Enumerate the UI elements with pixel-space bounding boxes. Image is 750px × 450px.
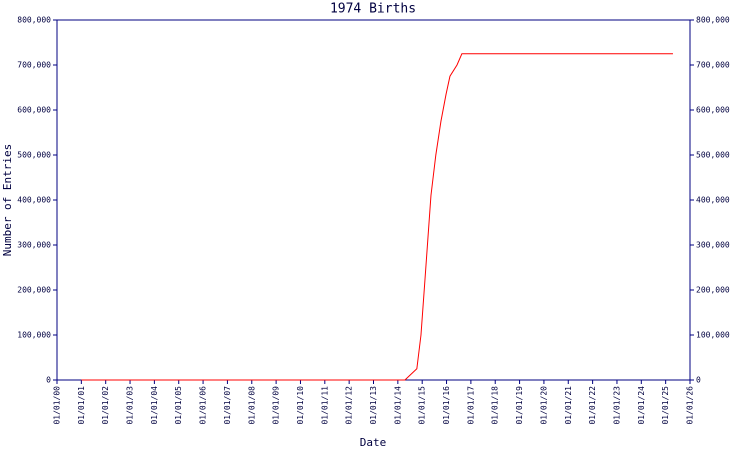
y2-tick-label: 600,000 xyxy=(696,106,730,115)
y-tick-label: 600,000 xyxy=(17,106,51,115)
chart-title: 1974 Births xyxy=(330,2,416,17)
x-tick-label: 01/01/05 xyxy=(174,386,183,425)
x-tick-label: 01/01/19 xyxy=(515,386,524,425)
x-tick-label: 01/01/23 xyxy=(612,386,621,425)
y-tick-label: 200,000 xyxy=(17,286,51,295)
x-tick-label: 01/01/13 xyxy=(369,386,378,425)
y2-tick-label: 800,000 xyxy=(696,16,730,25)
y-tick-label: 300,000 xyxy=(17,241,51,250)
x-tick-label: 01/01/00 xyxy=(53,386,62,425)
y2-tick-label: 0 xyxy=(696,376,701,385)
x-tick-label: 01/01/18 xyxy=(491,386,500,425)
y-tick-label: 400,000 xyxy=(17,196,51,205)
y2-tick-label: 300,000 xyxy=(696,241,730,250)
y2-tick-label: 400,000 xyxy=(696,196,730,205)
y2-tick-label: 200,000 xyxy=(696,286,730,295)
x-tick-label: 01/01/15 xyxy=(418,386,427,425)
y-axis-label: Number of Entries xyxy=(1,144,14,257)
y-tick-label: 100,000 xyxy=(17,331,51,340)
y-tick-label: 800,000 xyxy=(17,16,51,25)
x-tick-label: 01/01/07 xyxy=(223,386,232,425)
x-tick-label: 01/01/03 xyxy=(126,386,135,425)
data-line xyxy=(81,53,673,381)
y-tick-label: 700,000 xyxy=(17,61,51,70)
x-tick-label: 01/01/14 xyxy=(393,386,402,425)
y-tick-label: 0 xyxy=(46,376,51,385)
y-tick-label: 500,000 xyxy=(17,151,51,160)
x-tick-label: 01/01/21 xyxy=(564,386,573,425)
x-tick-label: 01/01/17 xyxy=(466,386,475,425)
x-tick-label: 01/01/25 xyxy=(661,386,670,425)
x-tick-label: 01/01/09 xyxy=(272,386,281,425)
y2-tick-label: 500,000 xyxy=(696,151,730,160)
x-tick-label: 01/01/01 xyxy=(77,386,86,425)
x-tick-label: 01/01/24 xyxy=(637,386,646,425)
plot-frame xyxy=(56,19,691,381)
x-tick-label: 01/01/20 xyxy=(539,386,548,425)
x-tick-label: 01/01/02 xyxy=(101,386,110,425)
y2-tick-label: 700,000 xyxy=(696,61,730,70)
x-axis-label: Date xyxy=(360,436,387,449)
x-tick-label: 01/01/16 xyxy=(442,386,451,425)
x-tick-label: 01/01/06 xyxy=(199,386,208,425)
x-tick-label: 01/01/08 xyxy=(247,386,256,425)
x-tick-label: 01/01/22 xyxy=(588,386,597,425)
x-tick-label: 01/01/11 xyxy=(320,386,329,425)
x-tick-label: 01/01/10 xyxy=(296,386,305,425)
y2-tick-label: 100,000 xyxy=(696,331,730,340)
x-tick-label: 01/01/26 xyxy=(686,386,695,425)
x-tick-label: 01/01/04 xyxy=(150,386,159,425)
x-tick-label: 01/01/12 xyxy=(345,386,354,425)
